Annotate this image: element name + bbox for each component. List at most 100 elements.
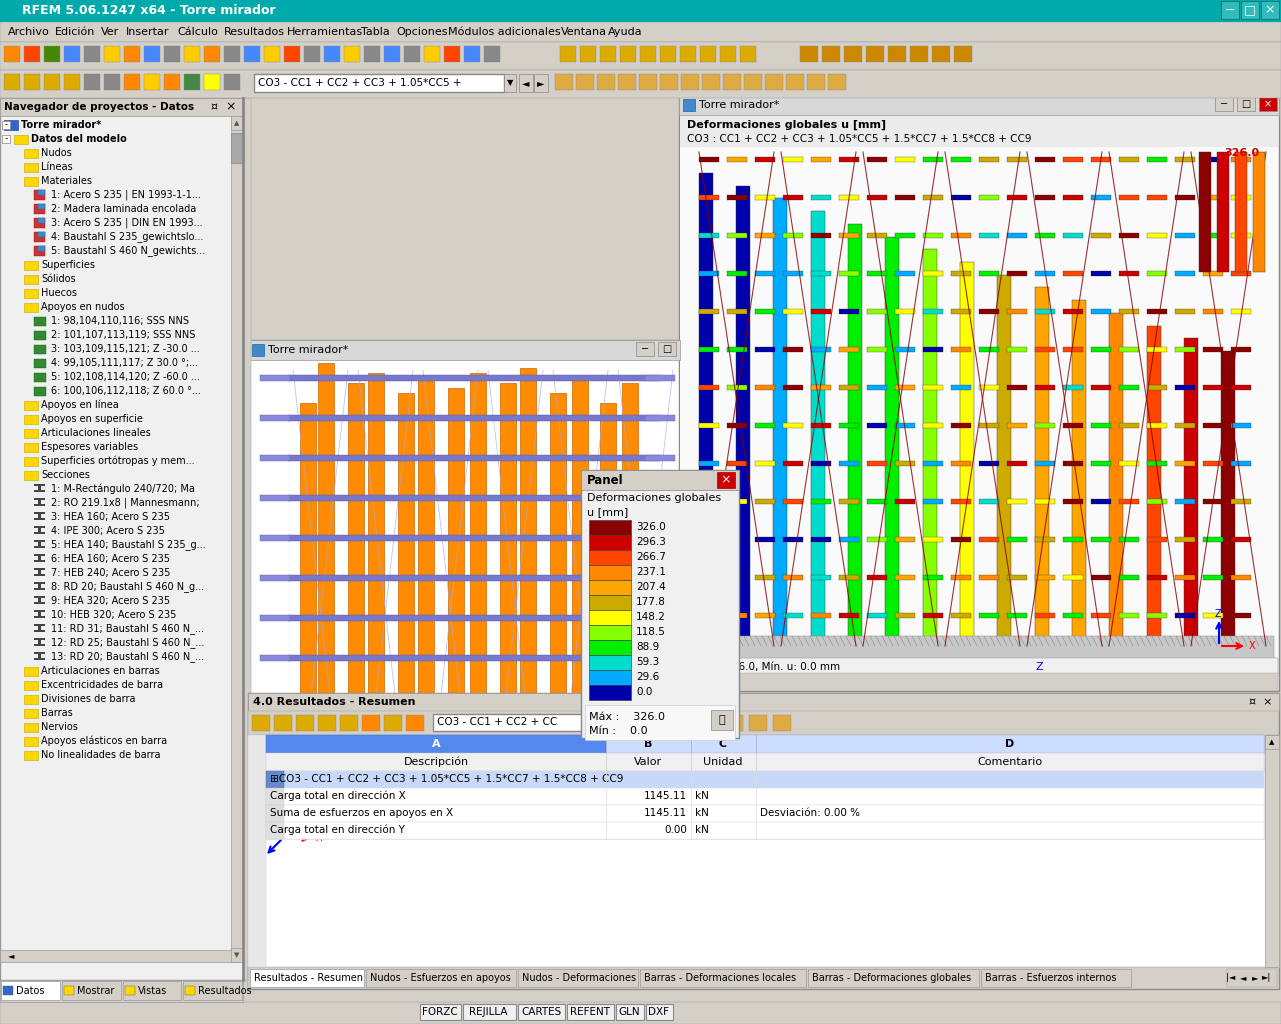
Bar [38,654,41,660]
Bar [348,383,364,863]
Bar [24,261,38,270]
Bar [1175,157,1195,162]
Bar [266,788,1264,805]
Bar [924,157,943,162]
Text: DXF: DXF [648,1007,669,1017]
Text: ►: ► [537,78,544,88]
Bar [1072,300,1086,656]
Text: ◄: ◄ [8,951,14,961]
Bar [384,715,402,731]
Bar [620,46,635,62]
Bar [895,423,915,428]
Text: Huecos: Huecos [41,288,77,298]
Text: Z: Z [460,874,468,885]
Bar [895,347,915,352]
Text: GLN: GLN [619,1007,639,1017]
Bar [288,495,660,501]
Bar [811,347,831,352]
Text: Resultados - Resumen: Resultados - Resumen [254,973,363,983]
Bar [1266,735,1278,749]
Bar [266,735,606,753]
Bar [699,499,719,504]
Text: FORZC: FORZC [423,1007,457,1017]
Bar [24,177,38,186]
Bar [933,46,951,62]
Bar [755,347,775,352]
Bar [783,271,803,276]
Bar [231,116,243,130]
Bar [38,246,45,251]
Bar [589,580,632,595]
Bar [124,986,135,995]
Bar [250,969,364,987]
Bar [38,612,41,618]
Bar [951,575,971,580]
Bar [728,461,747,466]
Text: Líneas: Líneas [41,162,73,172]
Bar [1007,309,1027,314]
Bar [266,805,1264,822]
Bar [1175,233,1195,238]
Text: 29.6: 29.6 [635,672,660,682]
Bar [38,486,41,492]
Bar [1063,461,1082,466]
Bar [260,375,290,381]
Bar [646,655,675,662]
Bar [728,385,747,390]
Text: Carga total en dirección X: Carga total en dirección X [270,791,406,801]
Bar [749,715,767,731]
Text: Vistas: Vistas [137,986,167,996]
Text: Barras - Deformaciones locales: Barras - Deformaciones locales [643,973,796,983]
Bar [910,46,927,62]
Bar [35,560,45,562]
Bar [646,1004,673,1020]
Bar [1146,613,1167,618]
Text: Nudos: Nudos [41,148,72,158]
Bar [1120,575,1139,580]
Bar [35,602,45,604]
Bar [598,714,611,731]
Bar [418,378,434,863]
Bar [720,46,737,62]
Bar [979,195,999,200]
Text: Espesores variables: Espesores variables [41,442,138,452]
Bar [728,195,747,200]
Bar [243,98,1281,980]
Bar [699,271,719,276]
Text: 3: HEA 160; Acero S 235: 3: HEA 160; Acero S 235 [51,512,170,522]
Bar [4,120,18,130]
Bar [680,115,1278,147]
Bar [684,636,1275,662]
Bar [204,74,220,90]
Bar [589,535,632,550]
Bar [288,615,660,621]
Bar [266,771,284,788]
Bar [1007,157,1027,162]
Bar [1063,575,1082,580]
Bar [24,163,38,172]
Bar [1231,233,1252,238]
Bar [959,262,974,656]
Bar [445,46,460,62]
Bar [35,568,45,570]
Bar [1146,499,1167,504]
Bar [639,969,806,987]
Text: Opciones: Opciones [397,27,448,37]
Bar [783,499,803,504]
Bar [646,495,675,501]
Text: Máx.u: 326.0, Mín. u: 0.0 mm: Máx.u: 326.0, Mín. u: 0.0 mm [687,662,840,672]
Bar [0,950,243,962]
Text: Ayuda: Ayuda [607,27,642,37]
Text: Z: Z [259,855,265,865]
Text: Superficies ortótropas y mem...: Superficies ortótropas y mem... [41,456,195,466]
Text: REJILLA: REJILLA [469,1007,507,1017]
Bar [249,711,1278,735]
Bar [589,685,632,700]
Bar [867,461,886,466]
Bar [660,74,678,90]
Text: RFEM 5.06.1247 x64 - Torre mirador: RFEM 5.06.1247 x64 - Torre mirador [22,4,275,17]
Bar [979,575,999,580]
Bar [979,537,999,542]
Bar [1091,613,1111,618]
Bar [1231,423,1252,428]
